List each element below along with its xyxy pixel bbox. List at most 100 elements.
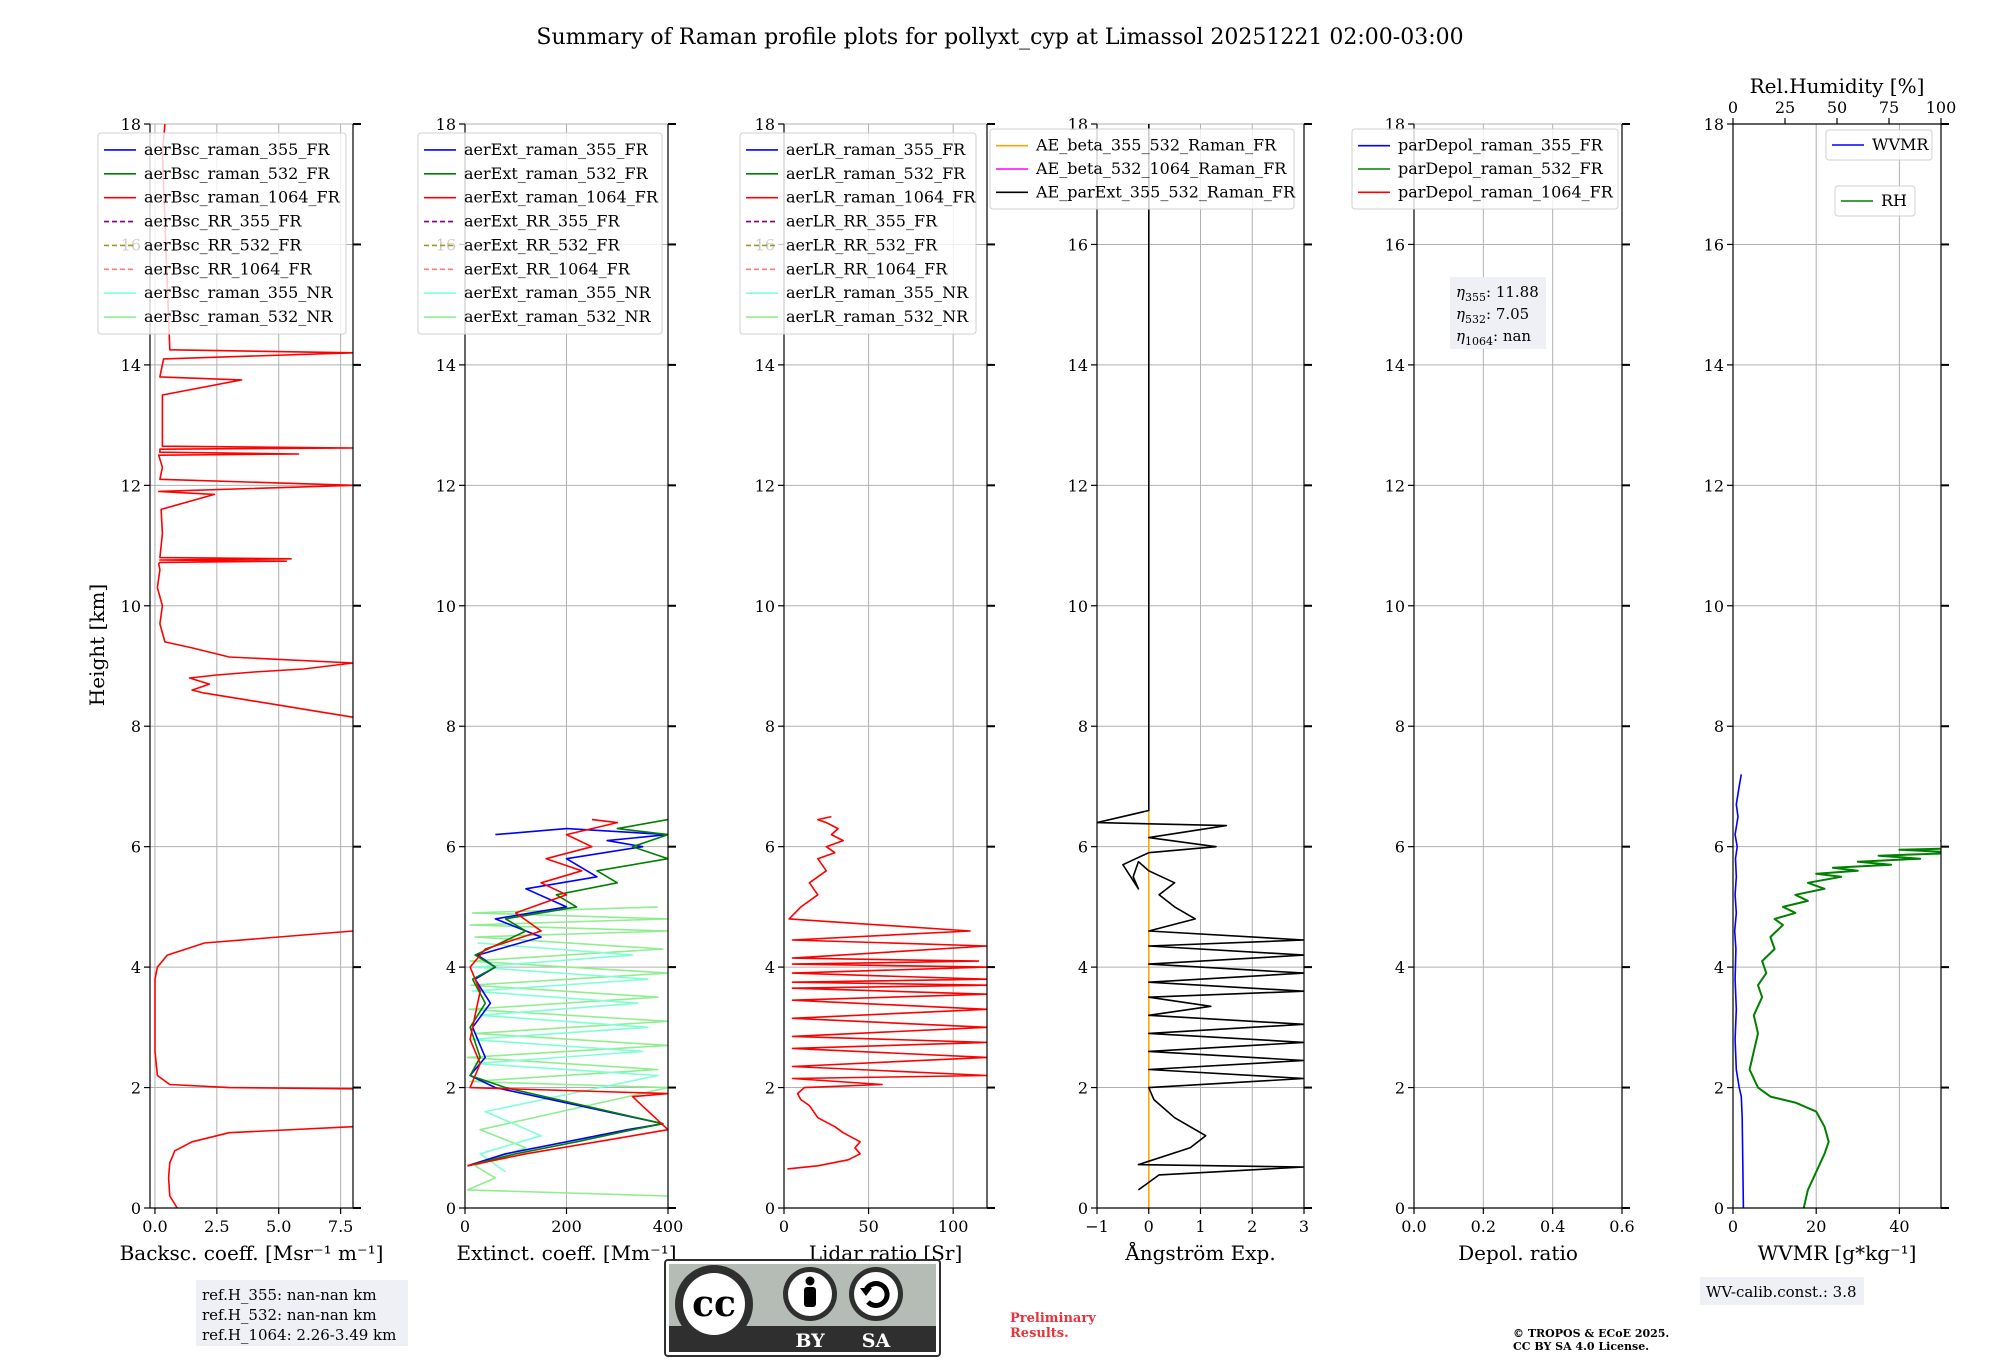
x-axis-label: Depol. ratio: [1458, 1241, 1578, 1265]
y-tick-label: 2: [446, 1079, 456, 1098]
eta-subscript: 1064: [1465, 335, 1493, 348]
top-x-tick-label: 75: [1879, 98, 1899, 117]
ref-h-532: ref.H_532: nan-nan km: [202, 1306, 377, 1324]
sa-arrow-head: [860, 1288, 872, 1296]
by-person-head: [805, 1276, 815, 1286]
legend-label: aerExt_RR_532_FR: [464, 235, 621, 254]
legend-label: aerExt_RR_1064_FR: [464, 259, 631, 278]
legend-label: aerBsc_raman_355_FR: [144, 140, 330, 159]
legend-label: aerLR_raman_355_FR: [786, 140, 966, 159]
x-tick-label: 20: [1806, 1217, 1826, 1236]
legend-label: aerLR_raman_1064_FR: [786, 188, 976, 207]
series-aerext-raman-1064-fr: [467, 818, 668, 1167]
figure-title: Summary of Raman profile plots for polly…: [536, 25, 1463, 50]
badge-by-label: BY: [795, 1330, 825, 1352]
x-tick-label: 40: [1889, 1217, 1909, 1236]
legend-label: parDepol_raman_532_FR: [1398, 159, 1604, 178]
series-aerext-raman-532-fr: [467, 818, 668, 1167]
y-tick-label: 4: [1714, 958, 1724, 977]
series-aerext-raman-355-nr: [469, 942, 659, 1173]
ref-h-1064: ref.H_1064: 2.26-3.49 km: [202, 1326, 396, 1344]
y-tick-label: 4: [131, 958, 141, 977]
x-tick-label: 1: [1195, 1217, 1205, 1236]
eta-1064: η1064: nan: [1456, 327, 1531, 348]
y-tick-label: 12: [755, 476, 775, 495]
series-aerext-raman-355-fr: [467, 827, 668, 1167]
legend-label: aerBsc_RR_1064_FR: [144, 259, 313, 278]
x-tick-label: 2: [1247, 1217, 1257, 1236]
y-tick-label: 16: [1385, 235, 1405, 254]
x-tick-label: 7.5: [328, 1217, 353, 1236]
x-tick-label: 400: [653, 1217, 684, 1236]
license-badge: cc BY SA: [664, 1259, 941, 1357]
x-tick-label: 0: [460, 1217, 470, 1236]
y-tick-label: 4: [765, 958, 775, 977]
legend-label: AE_beta_355_532_Raman_FR: [1035, 136, 1277, 155]
copyright-line-2: CC BY SA 4.0 License.: [1513, 1340, 1649, 1353]
top-x-tick-label: 100: [1926, 98, 1957, 117]
legend-box: [1825, 129, 1933, 161]
y-tick-label: 4: [446, 958, 456, 977]
wv-calib-box: WV-calib.const.: 3.8: [1700, 1277, 1864, 1305]
legend-box: [1351, 128, 1619, 210]
x-tick-label: 0.4: [1540, 1217, 1565, 1236]
y-tick-label: 14: [1385, 356, 1405, 375]
x-tick-label: 2.5: [204, 1217, 229, 1236]
legend: AE_beta_355_532_Raman_FR AE_beta_532_1064…: [989, 128, 1296, 210]
eta-subscript: 532: [1465, 313, 1486, 326]
legend-label: aerExt_raman_532_NR: [464, 307, 652, 326]
legend-label: aerExt_raman_1064_FR: [464, 188, 659, 207]
y-tick-label: 14: [755, 356, 775, 375]
legend: aerLR_raman_355_FR aerLR_raman_532_FR aerL…: [739, 132, 977, 335]
x-tick-label: 0.6: [1609, 1217, 1634, 1236]
y-tick-label: 8: [1714, 717, 1724, 736]
legend-label: aerExt_raman_355_FR: [464, 140, 649, 159]
legend-label: aerExt_raman_355_NR: [464, 283, 652, 302]
y-tick-label: 16: [1068, 235, 1088, 254]
x-tick-label: 0: [1144, 1217, 1154, 1236]
series-aerbsc-raman-1064-fr-lower-: [167, 1125, 353, 1208]
series-group: [1097, 124, 1304, 1208]
series-aerbsc-raman-1064-fr-cloud-: [154, 930, 353, 1090]
eta-532: η532: 7.05: [1456, 305, 1529, 326]
y-tick-label: 8: [446, 717, 456, 736]
legend-label: aerExt_RR_355_FR: [464, 212, 621, 231]
legend-box: [989, 128, 1295, 210]
eta-value: : 11.88: [1486, 283, 1539, 301]
legend-label: aerLR_RR_1064_FR: [786, 259, 948, 278]
badge-sa-label: SA: [862, 1330, 891, 1352]
y-tick-label: 2: [765, 1079, 775, 1098]
ref-box-bg: [196, 1280, 408, 1346]
x-tick-label: 5.0: [266, 1217, 291, 1236]
y-tick-label: 4: [1395, 958, 1405, 977]
x-tick-label: 0: [1728, 1217, 1738, 1236]
series-wvmr: [1733, 774, 1745, 1208]
legend-label: aerBsc_raman_1064_FR: [144, 188, 341, 207]
legend-label: aerLR_raman_532_FR: [786, 164, 966, 183]
legend-box: [97, 132, 347, 335]
series-ae-parext-355-532-raman-fr: [1097, 124, 1304, 1191]
eta-value: : nan: [1493, 327, 1531, 345]
series-group: [1733, 774, 1941, 1208]
height-axis-label: Height [km]: [85, 584, 109, 706]
y-tick-label: 2: [1714, 1079, 1724, 1098]
legend-label: aerBsc_RR_532_FR: [144, 235, 302, 254]
x-axis-label: Extinct. coeff. [Mm⁻¹]: [456, 1241, 676, 1265]
cc-logo-inner: [683, 1273, 745, 1335]
y-tick-label: 10: [1068, 597, 1088, 616]
y-tick-label: 10: [1385, 597, 1405, 616]
top-x-tick-label: 25: [1775, 98, 1795, 117]
y-tick-label: 14: [436, 356, 456, 375]
panel-extinction: 0246810121416180200400Extinct. coeff. [M…: [417, 115, 684, 1265]
x-tick-label: 3: [1299, 1217, 1309, 1236]
series-group: [154, 124, 353, 1208]
legend-label: aerLR_raman_532_NR: [786, 307, 969, 326]
legend: parDepol_raman_355_FR parDepol_raman_532_…: [1351, 128, 1619, 210]
x-tick-label: 0.0: [1401, 1217, 1426, 1236]
legend-label: WVMR: [1872, 135, 1929, 154]
legend-label: RH: [1881, 191, 1907, 210]
legend-label: aerBsc_RR_355_FR: [144, 212, 302, 231]
sa-share-inner: [854, 1272, 898, 1316]
